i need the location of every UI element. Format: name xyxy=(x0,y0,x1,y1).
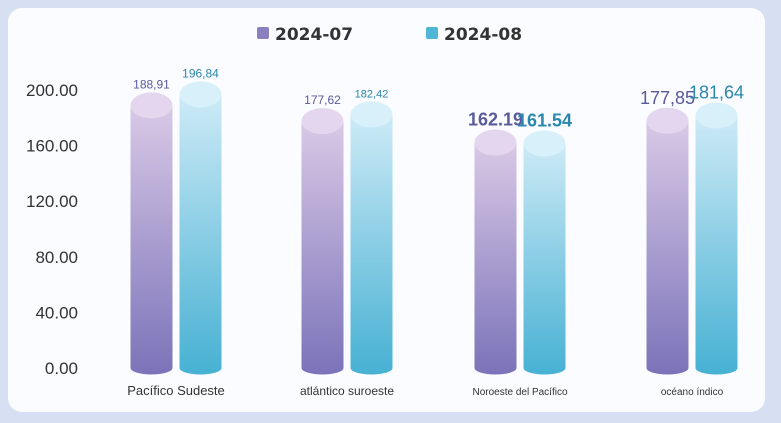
bar-body xyxy=(474,142,517,375)
bar-2024-08-0: 196,84 xyxy=(179,66,222,375)
bar-body xyxy=(646,120,689,375)
bar-2024-07-3: 177,85 xyxy=(640,88,695,375)
bar-cap xyxy=(646,107,689,134)
y-tick-label: 160.00 xyxy=(26,137,78,156)
data-label: 182,42 xyxy=(355,88,389,100)
legend: 2024-07 2024-08 xyxy=(257,25,522,45)
bar-cap xyxy=(474,129,517,156)
data-label: 188,91 xyxy=(133,77,170,91)
data-label: 161.54 xyxy=(517,110,572,130)
data-label: 196,84 xyxy=(182,66,219,80)
bar-body xyxy=(523,143,566,375)
x-category-label: Pacífico Sudeste xyxy=(127,383,225,398)
x-category-label: océano índico xyxy=(661,387,724,398)
data-label: 181,64 xyxy=(689,83,744,103)
bar-body xyxy=(695,115,738,375)
bar-cap xyxy=(523,130,566,157)
x-category-label: Noroeste del Pacífico xyxy=(472,387,567,398)
data-label: 177,62 xyxy=(304,93,341,107)
bar-cap xyxy=(179,81,222,108)
bar-body xyxy=(130,105,173,375)
y-tick-label: 0.00 xyxy=(45,359,78,378)
x-axis: Pacífico Sudeste atlántico suroeste Noroes… xyxy=(127,383,723,398)
bar-2024-08-3: 181,64 xyxy=(689,83,744,375)
bar-2024-07-0: 188,91 xyxy=(130,77,173,375)
bar-body xyxy=(301,121,344,375)
y-tick-label: 80.00 xyxy=(35,248,78,267)
bar-body xyxy=(350,114,393,375)
bar-2024-08-1: 182,42 xyxy=(350,88,393,375)
legend-swatch-2024-07 xyxy=(257,27,269,39)
data-label: 177,85 xyxy=(640,88,695,108)
y-tick-label: 120.00 xyxy=(26,192,78,211)
bar-cap xyxy=(695,102,738,129)
bar-cap xyxy=(301,108,344,135)
bar-cap xyxy=(130,92,173,119)
bar-cap xyxy=(350,101,393,128)
bar-2024-08-2: 161.54 xyxy=(517,110,572,375)
bar-2024-07-2: 162.19 xyxy=(468,110,523,375)
legend-swatch-2024-08 xyxy=(426,27,438,39)
y-tick-label: 40.00 xyxy=(35,303,78,322)
bars: 188,91 177,62 162.19 177,85 196,84 182,42 161.… xyxy=(130,66,744,375)
x-category-label: atlántico suroeste xyxy=(300,384,394,398)
y-axis: 0.00 40.00 80.00 120.00 160.00 200.00 xyxy=(26,81,78,378)
bar-body xyxy=(179,94,222,375)
bar-2024-07-1: 177,62 xyxy=(301,93,344,375)
data-label: 162.19 xyxy=(468,110,523,130)
legend-label-2024-08: 2024-08 xyxy=(444,25,522,45)
y-tick-label: 200.00 xyxy=(26,81,78,100)
legend-label-2024-07: 2024-07 xyxy=(275,25,353,45)
